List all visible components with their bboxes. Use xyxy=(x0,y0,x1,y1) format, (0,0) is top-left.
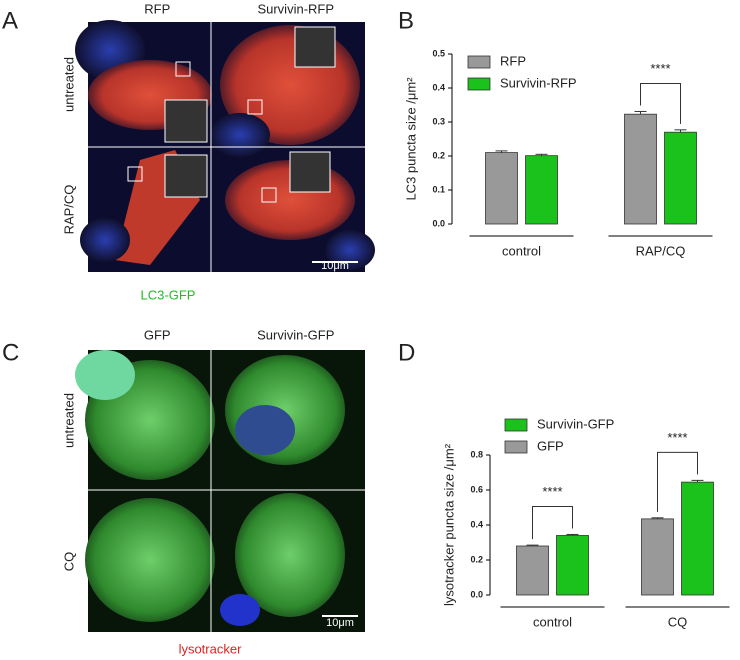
y-tick-label: 0.8 xyxy=(470,449,483,459)
column-label: GFP xyxy=(144,327,171,342)
legend-label: RFP xyxy=(500,53,526,68)
significance-bracket xyxy=(532,505,573,540)
bar xyxy=(485,152,518,225)
y-tick-label: 0.4 xyxy=(470,519,483,529)
panel-letter: D xyxy=(398,339,415,366)
y-axis-label: lysotracker puncta size /μm² xyxy=(441,443,456,606)
significance-bracket xyxy=(640,82,681,124)
x-tick-label: control xyxy=(502,243,541,258)
x-tick-label: CQ xyxy=(668,614,688,629)
y-tick-label: 0.4 xyxy=(432,82,445,92)
x-tick-label: control xyxy=(533,614,572,629)
caption: LC3-GFP xyxy=(141,287,196,302)
significance-label: **** xyxy=(542,484,562,499)
panel-letter: B xyxy=(398,7,414,34)
bar xyxy=(624,113,657,225)
column-label: Survivin-GFP xyxy=(257,327,334,342)
legend-label: Survivin-GFP xyxy=(537,416,614,431)
row-label: CQ xyxy=(61,552,76,572)
y-tick-label: 0.2 xyxy=(432,150,445,160)
y-tick-label: 0.2 xyxy=(470,554,483,564)
significance-label: **** xyxy=(667,430,687,445)
column-label: RFP xyxy=(144,1,170,16)
caption: lysotracker xyxy=(179,641,243,656)
legend-swatch xyxy=(504,418,528,432)
row-label: RAP/CQ xyxy=(61,185,76,235)
legend-swatch xyxy=(467,55,491,69)
scale-bar-label: 10μm xyxy=(326,617,354,629)
bar xyxy=(641,518,674,596)
significance-bracket xyxy=(657,451,698,512)
bar xyxy=(681,481,714,596)
panel-letter: A xyxy=(2,7,18,34)
significance-label: **** xyxy=(650,61,670,76)
legend-swatch xyxy=(504,440,528,454)
column-label: Survivin-RFP xyxy=(257,1,334,16)
y-axis-label: LC3 puncta size /μm² xyxy=(403,77,418,201)
panel-letter: C xyxy=(2,339,19,366)
legend-swatch xyxy=(467,77,491,91)
legend-label: GFP xyxy=(537,438,564,453)
y-tick-label: 0.5 xyxy=(432,48,445,58)
y-tick-label: 0.1 xyxy=(432,184,445,194)
scale-bar-label: 10μm xyxy=(321,260,349,272)
image-grid-a xyxy=(75,20,375,272)
row-label: untreated xyxy=(61,57,76,112)
legend-label: Survivin-RFP xyxy=(500,75,577,90)
bar xyxy=(664,131,697,225)
bar xyxy=(516,545,549,596)
bar xyxy=(556,535,589,596)
x-tick-label: RAP/CQ xyxy=(636,243,686,258)
y-tick-label: 0.0 xyxy=(432,218,445,228)
y-tick-label: 0.3 xyxy=(432,116,445,126)
y-tick-label: 0.6 xyxy=(470,484,483,494)
row-label: untreated xyxy=(61,393,76,448)
image-grid-c xyxy=(75,350,365,632)
bar xyxy=(525,155,558,225)
y-tick-label: 0.0 xyxy=(470,589,483,599)
